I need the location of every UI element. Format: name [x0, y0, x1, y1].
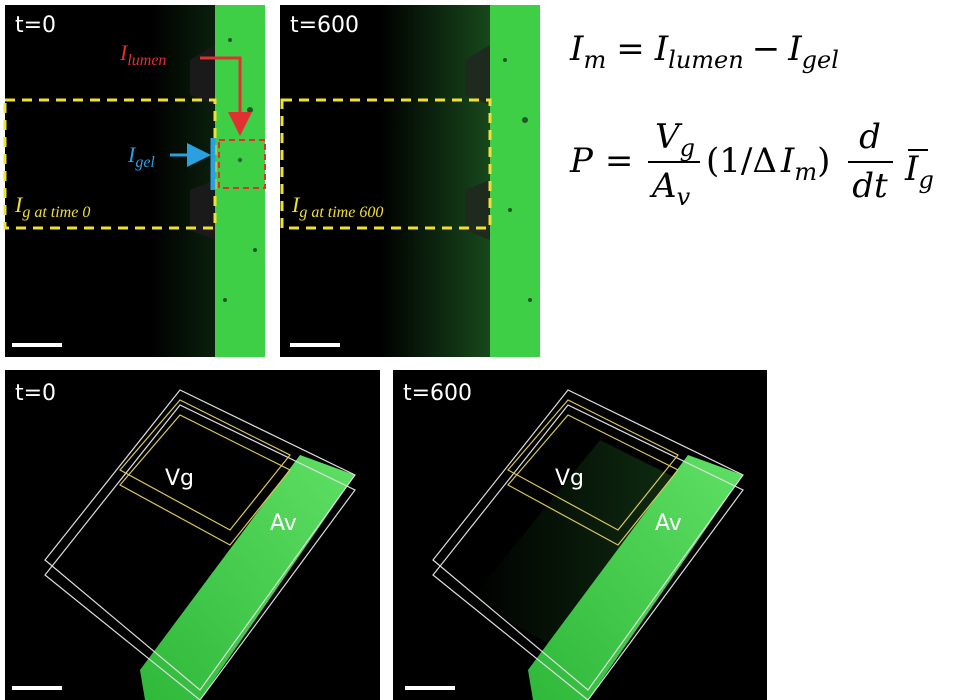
- time-label: t=0: [15, 381, 56, 406]
- time-label: t=600: [290, 13, 359, 38]
- eq-deriv-top: d: [859, 117, 881, 157]
- volume-label: Vg: [555, 466, 584, 491]
- top-panel-t0: t=0 Ilumen Igel Ig at time 0: [5, 5, 265, 357]
- eq-numerator: Vg: [655, 117, 695, 162]
- eq-denominator: Av: [649, 166, 691, 211]
- time-label: t=0: [15, 13, 56, 38]
- equation-intensity: Im=Ilumen−Igel: [569, 29, 839, 74]
- area-label: Av: [270, 511, 297, 536]
- time-label: t=600: [403, 381, 472, 406]
- volume-label: Vg: [165, 466, 194, 491]
- bottom-panel-t0: t=0 Vg Av: [5, 370, 380, 700]
- eq-p: P=: [569, 141, 633, 181]
- eq-mean: Ig: [904, 149, 934, 194]
- eq-deriv-bottom: dt: [852, 166, 888, 206]
- top-panel-t600: t=600 Ig at time 600: [280, 5, 540, 357]
- figure: t=0 Ilumen Igel Ig at time 0 t=600 Ig at…: [0, 0, 965, 700]
- bottom-panel-t600: t=600 Vg Av: [393, 370, 767, 700]
- area-label: Av: [655, 511, 682, 536]
